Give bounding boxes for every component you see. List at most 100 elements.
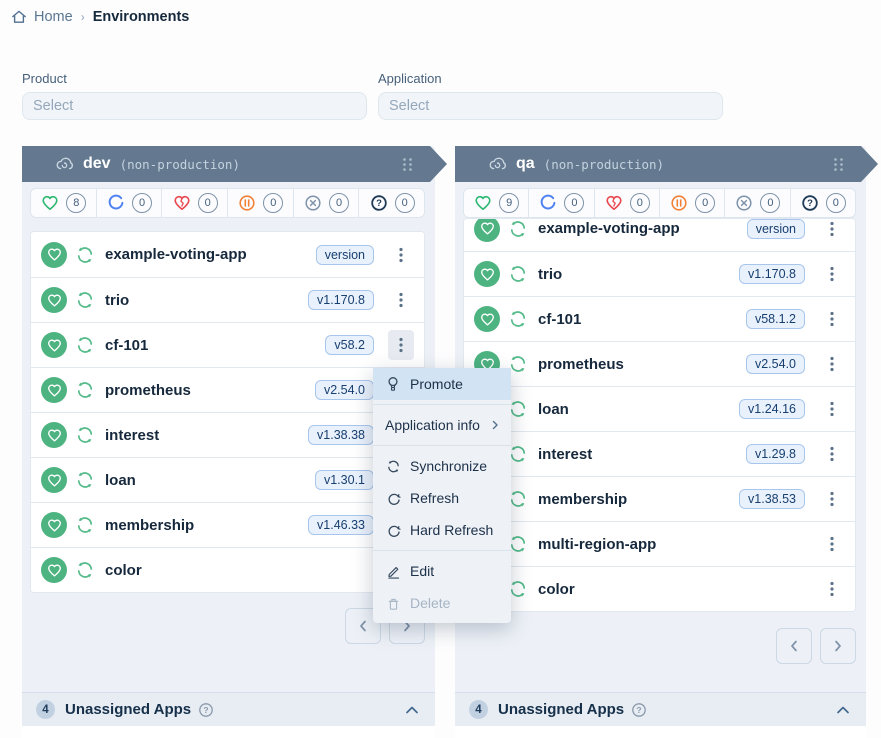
app-menu-kebab-icon[interactable] [819,574,845,604]
drag-handle-icon[interactable] [402,157,413,172]
version-badge: v1.46.33 [308,515,374,535]
app-menu-kebab-icon[interactable] [819,349,845,379]
app-menu-kebab-icon[interactable] [819,484,845,514]
unknown-count: 0 [825,193,846,213]
unknown-question-icon: ? [802,195,818,211]
app-row[interactable]: trio v1.170.8 [31,277,424,322]
app-name: cf-101 [105,336,149,354]
environment-header-qa: qa (non-production) [455,146,878,182]
unassigned-count-badge: 4 [36,700,55,719]
home-icon [12,10,26,23]
prev-page-button[interactable] [776,628,812,664]
app-row[interactable]: interest v1.38.38 [31,412,424,457]
menu-item-delete[interactable]: Delete [373,587,511,619]
unassigned-list-peek [22,726,435,738]
breadcrumb-home-label[interactable]: Home [34,9,73,25]
version-badge: v1.24.16 [739,399,805,419]
menu-item-label: Delete [410,595,451,611]
app-row[interactable]: multi-region-app [464,521,855,566]
menu-item-edit[interactable]: Edit [373,555,511,587]
drag-handle-icon[interactable] [833,157,844,172]
health-status-icon [41,512,67,538]
version-badge: v1.170.8 [308,290,374,310]
app-name: cf-101 [538,310,582,328]
app-context-menu: Promote Application info Synchronize Ref… [373,368,511,623]
sync-status-icon [508,399,528,419]
unassigned-apps-bar[interactable]: 4 Unassigned Apps ? [455,692,866,726]
app-menu-kebab-icon[interactable] [819,259,845,289]
counter-degraded: 0 [593,189,659,217]
app-name: prometheus [538,355,624,373]
menu-item-synchronize[interactable]: Synchronize [373,450,511,482]
app-menu-kebab-icon[interactable] [388,240,414,270]
app-row[interactable]: membership v1.38.53 [464,476,855,521]
unknown-count: 0 [394,193,415,213]
chevron-left-icon [360,620,366,632]
app-menu-kebab-icon[interactable] [819,394,845,424]
version-badge: v1.170.8 [739,264,805,284]
app-menu-kebab-icon[interactable] [388,330,414,360]
menu-item-label: Application info [385,417,480,433]
app-row[interactable]: example-voting-app version [31,232,424,277]
sync-status-icon [75,290,95,310]
health-status-icon [41,287,67,313]
menu-item-label: Hard Refresh [410,522,494,538]
product-select[interactable] [22,92,367,120]
version-badge: v58.1.2 [745,309,805,329]
chevron-right-icon [835,640,841,652]
counter-healthy: 8 [31,189,96,217]
health-status-icon [474,261,500,287]
sync-status-icon [75,245,95,265]
app-menu-kebab-icon[interactable] [819,439,845,469]
app-list-qa: example-voting-app version trio v1.170.8… [463,218,856,612]
degraded-count: 0 [629,193,650,213]
suspended-pause-icon [671,195,687,211]
sync-status-icon [75,425,95,445]
menu-divider [373,445,511,446]
collapse-chevron-up-icon[interactable] [834,703,852,717]
menu-item-refresh[interactable]: Refresh [373,482,511,514]
app-menu-kebab-icon[interactable] [388,285,414,315]
missing-count: 0 [760,193,781,213]
app-row[interactable]: trio v1.170.8 [464,251,855,296]
environment-type-label: (non-production) [119,156,240,172]
app-row[interactable]: cf-101 v58.2 [31,322,424,367]
environment-column-qa: qa (non-production) 9 0 0 0 0 ? [455,146,866,738]
app-menu-kebab-icon[interactable] [819,219,845,244]
edit-pencil-icon [385,564,401,579]
sync-status-icon [508,534,528,554]
menu-item-hard-refresh[interactable]: Hard Refresh [373,514,511,546]
next-page-button[interactable] [820,628,856,664]
app-row[interactable]: example-voting-app version [464,219,855,251]
collapse-chevron-up-icon[interactable] [403,703,421,717]
healthy-heart-icon [475,195,491,211]
unassigned-list-peek [455,726,866,738]
app-row[interactable]: loan v1.24.16 [464,386,855,431]
status-counter-bar: 9 0 0 0 0 ? 0 [463,188,856,218]
hard-refresh-icon [385,523,401,538]
app-row[interactable]: cf-101 v58.1.2 [464,296,855,341]
app-row[interactable]: color [31,547,424,592]
app-row[interactable]: membership v1.46.33 [31,502,424,547]
app-row[interactable]: color [464,566,855,611]
application-select[interactable] [378,92,723,120]
breadcrumb-home-link[interactable]: Home [10,8,73,26]
app-row[interactable]: prometheus v2.54.0 [464,341,855,386]
health-status-icon [41,422,67,448]
unassigned-apps-bar[interactable]: 4 Unassigned Apps ? [22,692,435,726]
sync-status-icon [75,515,95,535]
menu-item-application-info[interactable]: Application info [373,409,511,441]
app-menu-kebab-icon[interactable] [819,529,845,559]
app-row[interactable]: loan v1.30.1 [31,457,424,502]
help-icon[interactable]: ? [198,702,214,718]
counter-suspended: 0 [658,189,724,217]
app-name: example-voting-app [105,246,247,263]
app-row[interactable]: prometheus v2.54.0 [31,367,424,412]
progressing-count: 0 [132,193,152,213]
counter-unknown: ? 0 [789,189,855,217]
app-menu-kebab-icon[interactable] [819,304,845,334]
prev-page-button[interactable] [345,608,381,644]
app-row[interactable]: interest v1.29.8 [464,431,855,476]
help-icon[interactable]: ? [631,702,647,718]
menu-item-promote[interactable]: Promote [373,368,511,400]
